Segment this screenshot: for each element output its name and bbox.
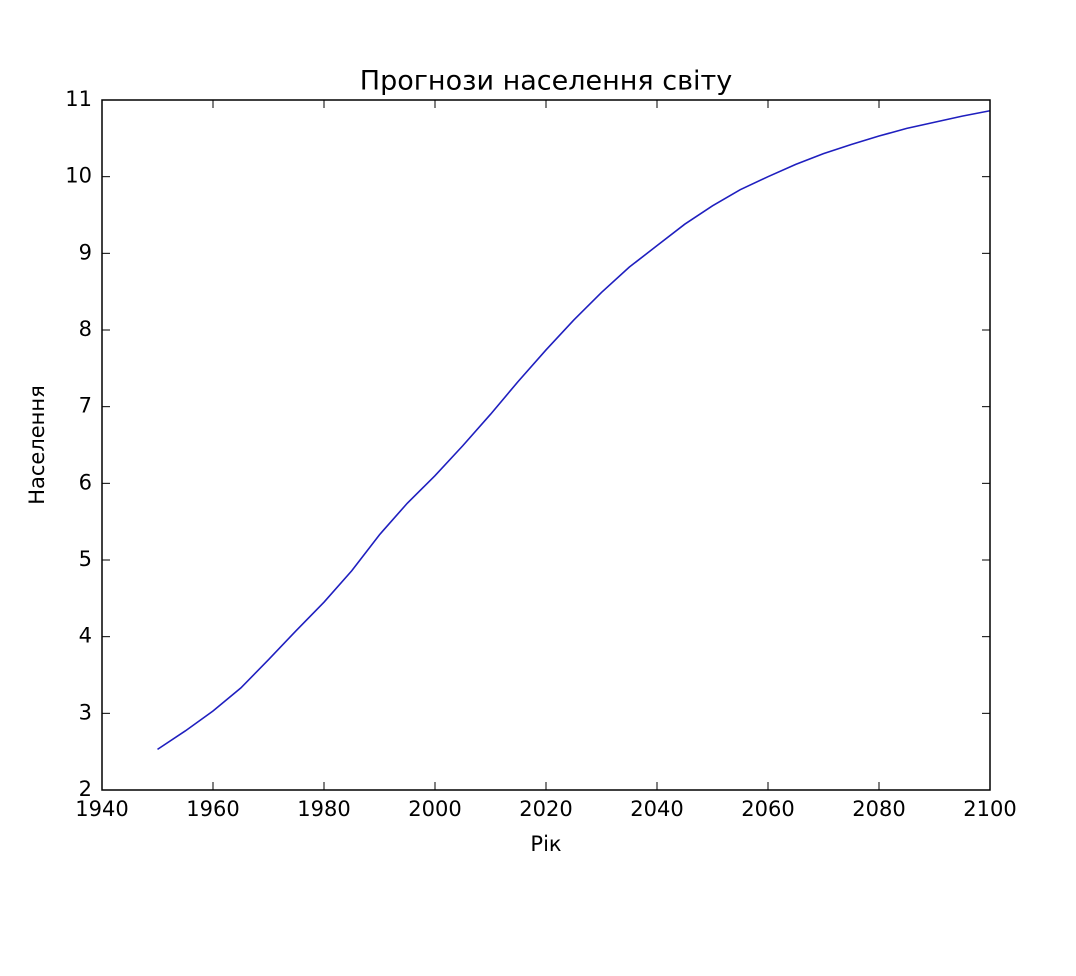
- x-tick-label: 1940: [75, 797, 128, 821]
- x-tick-label: 2100: [963, 797, 1016, 821]
- y-tick-label: 2: [79, 777, 92, 801]
- y-tick-label: 7: [79, 394, 92, 418]
- chart-title: Прогнози населення світу: [360, 66, 732, 97]
- x-tick-label: 1960: [186, 797, 239, 821]
- y-tick-label: 5: [79, 547, 92, 571]
- x-tick-label: 2040: [630, 797, 683, 821]
- plot-frame: [101, 99, 991, 791]
- y-tick-label: 9: [79, 240, 92, 264]
- y-tick-label: 6: [79, 470, 92, 494]
- y-axis-label: Населення: [25, 385, 49, 505]
- x-tick-label: 2080: [852, 797, 905, 821]
- x-tick-label: 1980: [297, 797, 350, 821]
- y-tick-label: 10: [65, 164, 92, 188]
- x-tick-label: 2020: [519, 797, 572, 821]
- x-tick-label: 2060: [741, 797, 794, 821]
- y-tick-label: 3: [79, 700, 92, 724]
- x-axis-label: Рік: [530, 832, 561, 856]
- y-tick-label: 8: [79, 317, 92, 341]
- x-tick-label: 2000: [408, 797, 461, 821]
- y-tick-label: 4: [79, 624, 92, 648]
- y-tick-label: 11: [65, 87, 92, 111]
- line: [157, 109, 991, 751]
